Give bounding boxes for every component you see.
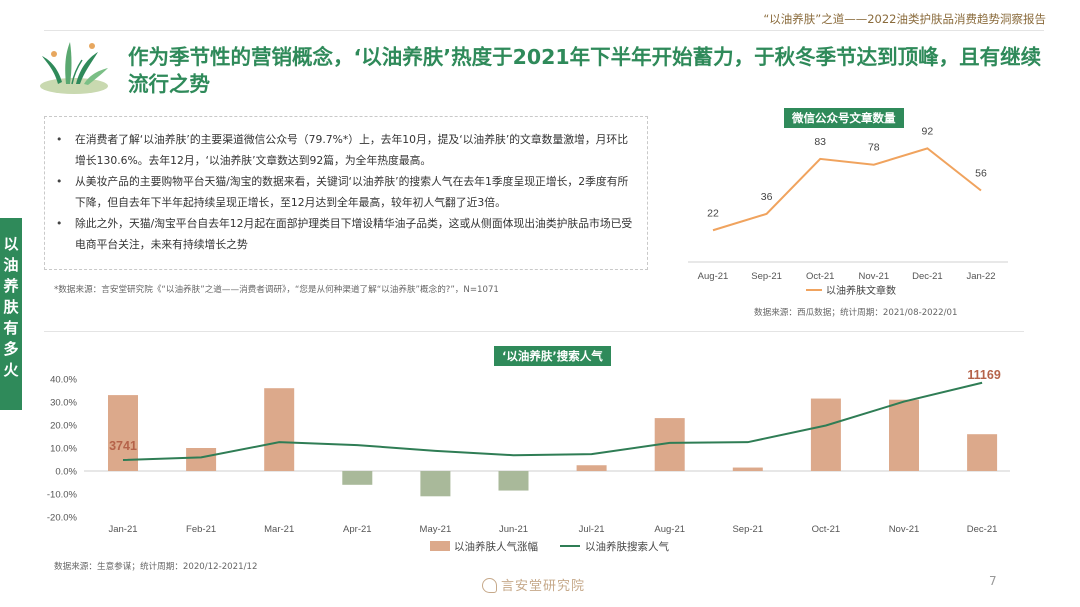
chart1-data-label: 56: [975, 167, 987, 179]
chart1-data-label: 92: [922, 125, 934, 137]
chart2-x-tick-label: Feb-21: [186, 524, 216, 535]
top-divider: [44, 30, 1044, 31]
chart2-bar: [810, 398, 841, 471]
chart2-title: ‘以油养肤’搜索人气: [494, 346, 611, 366]
chart2-x-tick-label: Jul-21: [579, 524, 605, 535]
chart2-bar: [186, 448, 217, 471]
chart1-x-tick-label: Aug-21: [698, 271, 729, 282]
chart2-x-tick-label: Jan-21: [108, 524, 137, 535]
chart2-x-tick-label: Jun-21: [499, 524, 528, 535]
chart2-y-tick-label: 0.0%: [55, 467, 77, 478]
bullet-item: 除此之外，天猫/淘宝平台自去年12月起在面部护理类目下增设精华油子品类，这或从侧…: [56, 213, 633, 255]
chart2-x-tick-label: Nov-21: [889, 524, 920, 535]
chart2-series-line: [122, 381, 983, 461]
logo-icon: [482, 578, 497, 593]
chart2-bar: [342, 471, 373, 485]
chart2-y-tick-label: 10.0%: [50, 444, 77, 455]
bullet-item: 从美妆产品的主要购物平台天猫/淘宝的数据来看，关键词‘以油养肤’的搜索人气在去年…: [56, 171, 633, 213]
chart1-x-tick-label: Dec-21: [912, 271, 943, 282]
chart2-bar: [576, 465, 607, 471]
side-tab: 以油养肤有多火: [0, 218, 22, 410]
survey-source-note: *数据来源：言安堂研究院《“以油养肤”之道——消费者调研》，“您是从何种渠道了解…: [54, 285, 499, 295]
chart2-annotation-first: 3741: [109, 439, 137, 453]
chart1-x-tick-label: Nov-21: [858, 271, 889, 282]
chart2-legend-bar-swatch: [430, 541, 450, 551]
chart1-legend-label: 以油养肤文章数: [826, 284, 896, 297]
chart2-y-tick-label: 30.0%: [50, 398, 77, 409]
side-tab-char: 有: [3, 319, 19, 337]
chart2-y-tick-label: 20.0%: [50, 421, 77, 432]
chart2-x-tick-label: Oct-21: [812, 524, 841, 535]
chart2-y-tick-label: -20.0%: [47, 513, 78, 524]
chart2-bar: [264, 388, 295, 471]
chart2-legend-bar-label: 以油养肤人气涨幅: [454, 540, 538, 553]
chart2-bar: [967, 434, 998, 471]
chart2-x-tick-label: Sep-21: [732, 524, 763, 535]
chart2-x-tick-label: May-21: [420, 524, 452, 535]
chart2-annotation-last: 11169: [967, 368, 1000, 382]
chart1-series-line: [712, 147, 982, 232]
chart1-x-tick-label: Oct-21: [806, 271, 835, 282]
page-number: 7: [989, 574, 997, 588]
side-tab-char: 肤: [3, 298, 19, 316]
chart2-x-tick-label: Apr-21: [343, 524, 372, 535]
chart1-data-label: 22: [707, 207, 719, 219]
chart2-y-tick-label: -10.0%: [47, 490, 78, 501]
chart2-legend-line-label: 以油养肤搜索人气: [585, 540, 669, 553]
side-tab-char: 养: [3, 277, 19, 295]
chart2-bar: [420, 471, 451, 497]
chart2-bar: [108, 395, 138, 471]
summary-box: 在消费者了解‘以油养肤’的主要渠道微信公众号（79.7%*）上，去年10月，提及…: [44, 116, 648, 270]
chart1-data-label: 83: [814, 136, 826, 148]
chart1-x-tick-label: Jan-22: [966, 271, 995, 282]
chart1-data-label: 78: [868, 142, 880, 154]
chart2-bar: [732, 467, 763, 471]
chart1-data-label: 36: [761, 191, 773, 203]
logo-text: 言安堂研究院: [501, 579, 586, 594]
report-title: “以油养肤”之道——2022油类护肤品消费趋势洞察报告: [763, 12, 1046, 26]
side-tab-char: 油: [3, 256, 19, 274]
chart2-y-tick-label: 40.0%: [50, 375, 77, 386]
side-tab-char: 以: [3, 235, 19, 253]
side-tab-char: 火: [3, 361, 19, 379]
chart1-x-tick-label: Sep-21: [751, 271, 782, 282]
brand-logo: 言安堂研究院: [482, 575, 585, 594]
page-headline: 作为季节性的营销概念，‘以油养肤’热度于2021年下半年开始蓄力，于秋冬季节达到…: [128, 45, 1042, 96]
section-divider: [44, 331, 1024, 332]
chart2-source: 数据来源：生意参谋；统计周期：2020/12-2021/12: [54, 562, 258, 572]
chart1-source: 数据来源：西瓜数据；统计周期：2021/08-2022/01: [754, 308, 958, 318]
plant-decoration-icon: [40, 42, 108, 94]
side-tab-char: 多: [3, 340, 19, 358]
chart1-title: 微信公众号文章数量: [784, 108, 904, 128]
chart2-bar: [498, 471, 529, 491]
chart2-x-tick-label: Dec-21: [967, 524, 998, 535]
chart2-x-tick-label: Aug-21: [654, 524, 685, 535]
chart2-bar: [889, 399, 919, 471]
bullet-item: 在消费者了解‘以油养肤’的主要渠道微信公众号（79.7%*）上，去年10月，提及…: [56, 129, 633, 171]
chart2-x-tick-label: Mar-21: [264, 524, 294, 535]
